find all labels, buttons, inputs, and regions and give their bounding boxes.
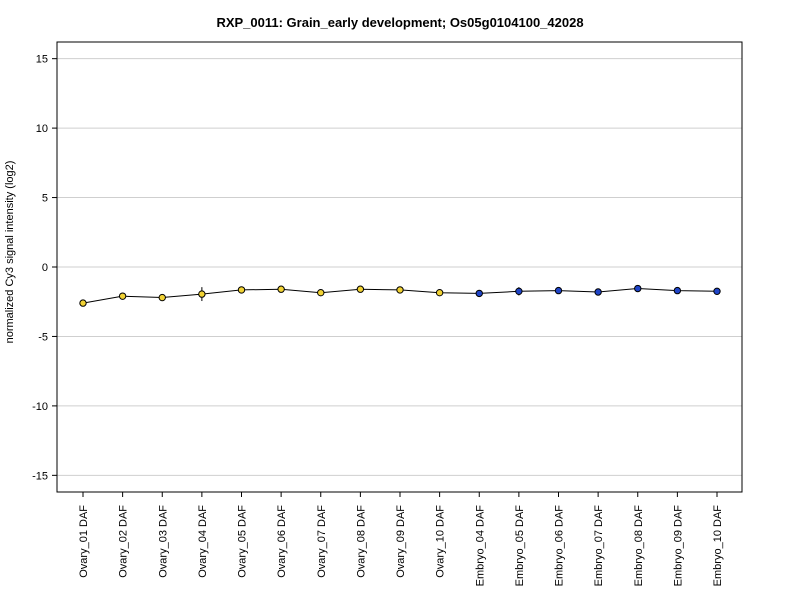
data-series xyxy=(79,284,721,307)
data-point xyxy=(634,284,642,293)
plot-frame xyxy=(56,41,743,493)
y-tick-label: 15 xyxy=(36,54,48,66)
data-point xyxy=(594,288,602,296)
y-tick-label: 10 xyxy=(36,123,48,135)
data-point xyxy=(356,285,365,293)
chart-title: RXP_0011: Grain_early development; Os05g… xyxy=(216,15,583,30)
data-point xyxy=(396,286,404,294)
data-point xyxy=(554,286,563,295)
y-tick-label: 0 xyxy=(42,262,48,274)
x-tick-label: Ovary_09 DAF xyxy=(395,505,407,578)
data-point xyxy=(118,292,127,300)
x-tick-label: Ovary_04 DAF xyxy=(197,505,209,578)
x-tick-label: Ovary_10 DAF xyxy=(435,505,447,578)
x-tick-label: Ovary_08 DAF xyxy=(355,505,367,578)
x-tick-label: Embryo_04 DAF xyxy=(474,505,486,587)
x-tick-label: Ovary_02 DAF xyxy=(118,505,130,578)
data-point xyxy=(158,293,166,302)
data-point xyxy=(673,286,682,295)
x-tick-label: Embryo_07 DAF xyxy=(593,505,605,587)
y-axis-label: normalized Cy3 signal intensity (log2) xyxy=(4,161,16,344)
y-tick-label: -10 xyxy=(32,401,48,413)
x-tick-label: Ovary_06 DAF xyxy=(276,505,288,578)
x-tick-label: Ovary_03 DAF xyxy=(157,505,169,578)
x-axis: Ovary_01 DAF Ovary_02 DAF Ovary_03 DAF Ovar… xyxy=(78,492,724,586)
data-point xyxy=(79,299,87,307)
x-tick-label: Embryo_06 DAF xyxy=(554,505,566,587)
y-tick-label: -15 xyxy=(32,470,48,482)
data-point xyxy=(713,287,721,296)
data-point xyxy=(475,289,483,298)
gridlines xyxy=(57,58,742,476)
x-tick-label: Ovary_01 DAF xyxy=(78,505,90,578)
x-tick-label: Embryo_10 DAF xyxy=(712,505,724,587)
x-tick-label: Embryo_08 DAF xyxy=(633,505,645,587)
x-tick-label: Embryo_09 DAF xyxy=(672,505,684,587)
y-axis: 15 10 5 0 -5 -10 -15 xyxy=(32,54,57,482)
data-point xyxy=(435,288,444,297)
x-tick-label: Ovary_07 DAF xyxy=(316,505,328,578)
x-tick-label: Ovary_05 DAF xyxy=(237,505,249,578)
data-point xyxy=(198,290,206,298)
data-point xyxy=(317,288,325,297)
x-tick-label: Embryo_05 DAF xyxy=(514,505,526,587)
y-tick-label: -5 xyxy=(38,331,48,343)
y-tick-label: 5 xyxy=(42,193,48,205)
data-point xyxy=(277,285,285,293)
data-point xyxy=(237,286,246,294)
data-point xyxy=(515,287,523,296)
